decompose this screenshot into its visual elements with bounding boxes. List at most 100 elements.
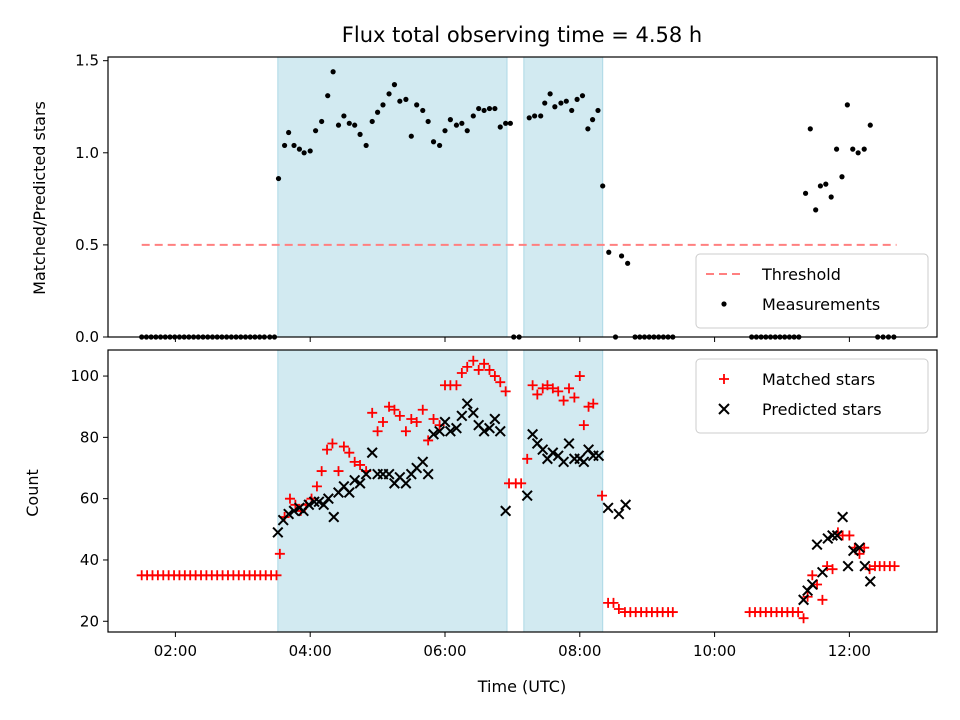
matched-star-point xyxy=(558,395,569,406)
y-tick-label: 0.5 xyxy=(75,236,99,254)
predicted-star-point xyxy=(806,578,818,590)
measurement-point xyxy=(850,146,856,152)
y-tick-label: 1.0 xyxy=(75,144,99,162)
measurement-point xyxy=(486,105,493,112)
measurement-point xyxy=(574,96,580,102)
measurement-point xyxy=(408,133,414,139)
measurement-point xyxy=(855,150,861,156)
measurement-point xyxy=(437,142,443,149)
matched-star-point xyxy=(333,466,344,477)
matched-star-point xyxy=(338,441,349,452)
matched-star-point xyxy=(462,361,473,372)
predicted-star-point xyxy=(521,490,533,502)
predicted-star-point xyxy=(422,468,434,480)
matched-star-point xyxy=(322,444,333,455)
y-tick-label: 1.5 xyxy=(75,52,99,70)
predicted-star-point xyxy=(798,594,810,606)
observing-window xyxy=(277,349,508,633)
measurement-point xyxy=(481,107,487,114)
y-tick-label: 0.0 xyxy=(75,328,99,346)
predicted-star-point xyxy=(578,456,590,468)
observing-window xyxy=(523,56,604,338)
measurement-point xyxy=(563,98,569,104)
measurement-point xyxy=(558,100,564,106)
predicted-star-point xyxy=(816,566,828,578)
measurement-point xyxy=(526,115,532,121)
measurement-point xyxy=(374,109,381,115)
matched-star-point xyxy=(428,413,439,424)
y-tick-label: 20 xyxy=(80,612,99,630)
matched-star-point xyxy=(667,607,678,618)
measurement-point xyxy=(569,107,575,114)
predicted-star-point xyxy=(847,545,859,557)
measurement-point xyxy=(325,93,331,99)
measurement-point xyxy=(507,120,513,126)
measurement-point xyxy=(357,131,363,137)
predicted-star-point xyxy=(383,468,395,480)
matched-star-point xyxy=(564,383,575,394)
predicted-star-point xyxy=(563,437,575,449)
predicted-star-point xyxy=(613,508,625,520)
panel-ratio: 0.0 0.5 1.0 1.5 Threshold Measurements xyxy=(75,52,938,346)
chart-title: Flux total observing time = 4.58 h xyxy=(342,23,702,47)
measurement-point xyxy=(301,150,307,156)
measurement-point xyxy=(470,113,476,119)
predicted-star-point xyxy=(593,450,605,462)
x-axis-label: Time (UTC) xyxy=(477,677,566,696)
matched-star-point xyxy=(889,561,900,572)
predicted-star-point xyxy=(417,456,429,468)
measurement-point xyxy=(453,122,460,128)
measurement-point xyxy=(420,107,426,114)
measurement-point xyxy=(346,120,352,126)
measurement-point xyxy=(813,207,819,213)
predicted-star-point xyxy=(859,560,871,572)
measurement-point xyxy=(369,118,375,125)
measurement-point xyxy=(625,260,631,266)
matched-star-point xyxy=(473,364,484,375)
measurement-point xyxy=(833,146,840,152)
measurement-point xyxy=(542,100,548,106)
predicted-star-point xyxy=(827,529,839,541)
matched-star-point xyxy=(822,561,833,572)
measurement-point xyxy=(397,98,403,104)
measurement-point xyxy=(447,117,453,123)
predicted-star-point xyxy=(343,487,355,499)
predicted-star-point xyxy=(602,502,614,514)
predicted-star-point xyxy=(303,499,315,511)
matched-star-point xyxy=(489,371,500,382)
matched-star-point xyxy=(311,481,322,492)
measurement-point xyxy=(538,113,544,119)
matched-star-point xyxy=(542,380,553,391)
matched-star-point xyxy=(827,564,838,575)
matched-star-point xyxy=(344,447,355,458)
measurement-point xyxy=(430,139,437,145)
measurement-point xyxy=(595,107,601,114)
measurement-point xyxy=(307,148,313,154)
predicted-star-point xyxy=(547,447,559,459)
measurement-point xyxy=(861,146,867,152)
matched-star-point xyxy=(451,380,462,391)
matched-star-point xyxy=(355,459,366,470)
matched-star-point xyxy=(372,426,383,437)
measurement-point xyxy=(839,174,845,180)
measurement-point xyxy=(275,175,282,182)
legend: Matched stars Predicted stars xyxy=(695,358,929,434)
measurement-point xyxy=(532,113,538,119)
predicted-star-point xyxy=(489,413,501,425)
legend-label: Matched stars xyxy=(762,370,875,389)
predicted-star-point xyxy=(354,477,366,489)
matched-star-point xyxy=(389,404,400,415)
y-tick-label: 100 xyxy=(70,367,99,385)
matched-star-point xyxy=(495,377,506,388)
matched-star-point xyxy=(864,564,875,575)
matched-star-point xyxy=(574,371,585,382)
matched-star-point xyxy=(411,417,422,428)
measurement-point xyxy=(579,93,586,99)
matched-star-point xyxy=(547,383,558,394)
top-y-axis-label: Matched/Predicted stars xyxy=(30,101,49,295)
measurement-point xyxy=(823,181,829,187)
predicted-star-point xyxy=(456,410,468,422)
legend-marker xyxy=(721,301,727,307)
plot-layers: 0.0 0.5 1.0 1.5 Threshold Measurements 20 40 60 8… xyxy=(70,52,938,660)
matched-star-point xyxy=(456,367,467,378)
